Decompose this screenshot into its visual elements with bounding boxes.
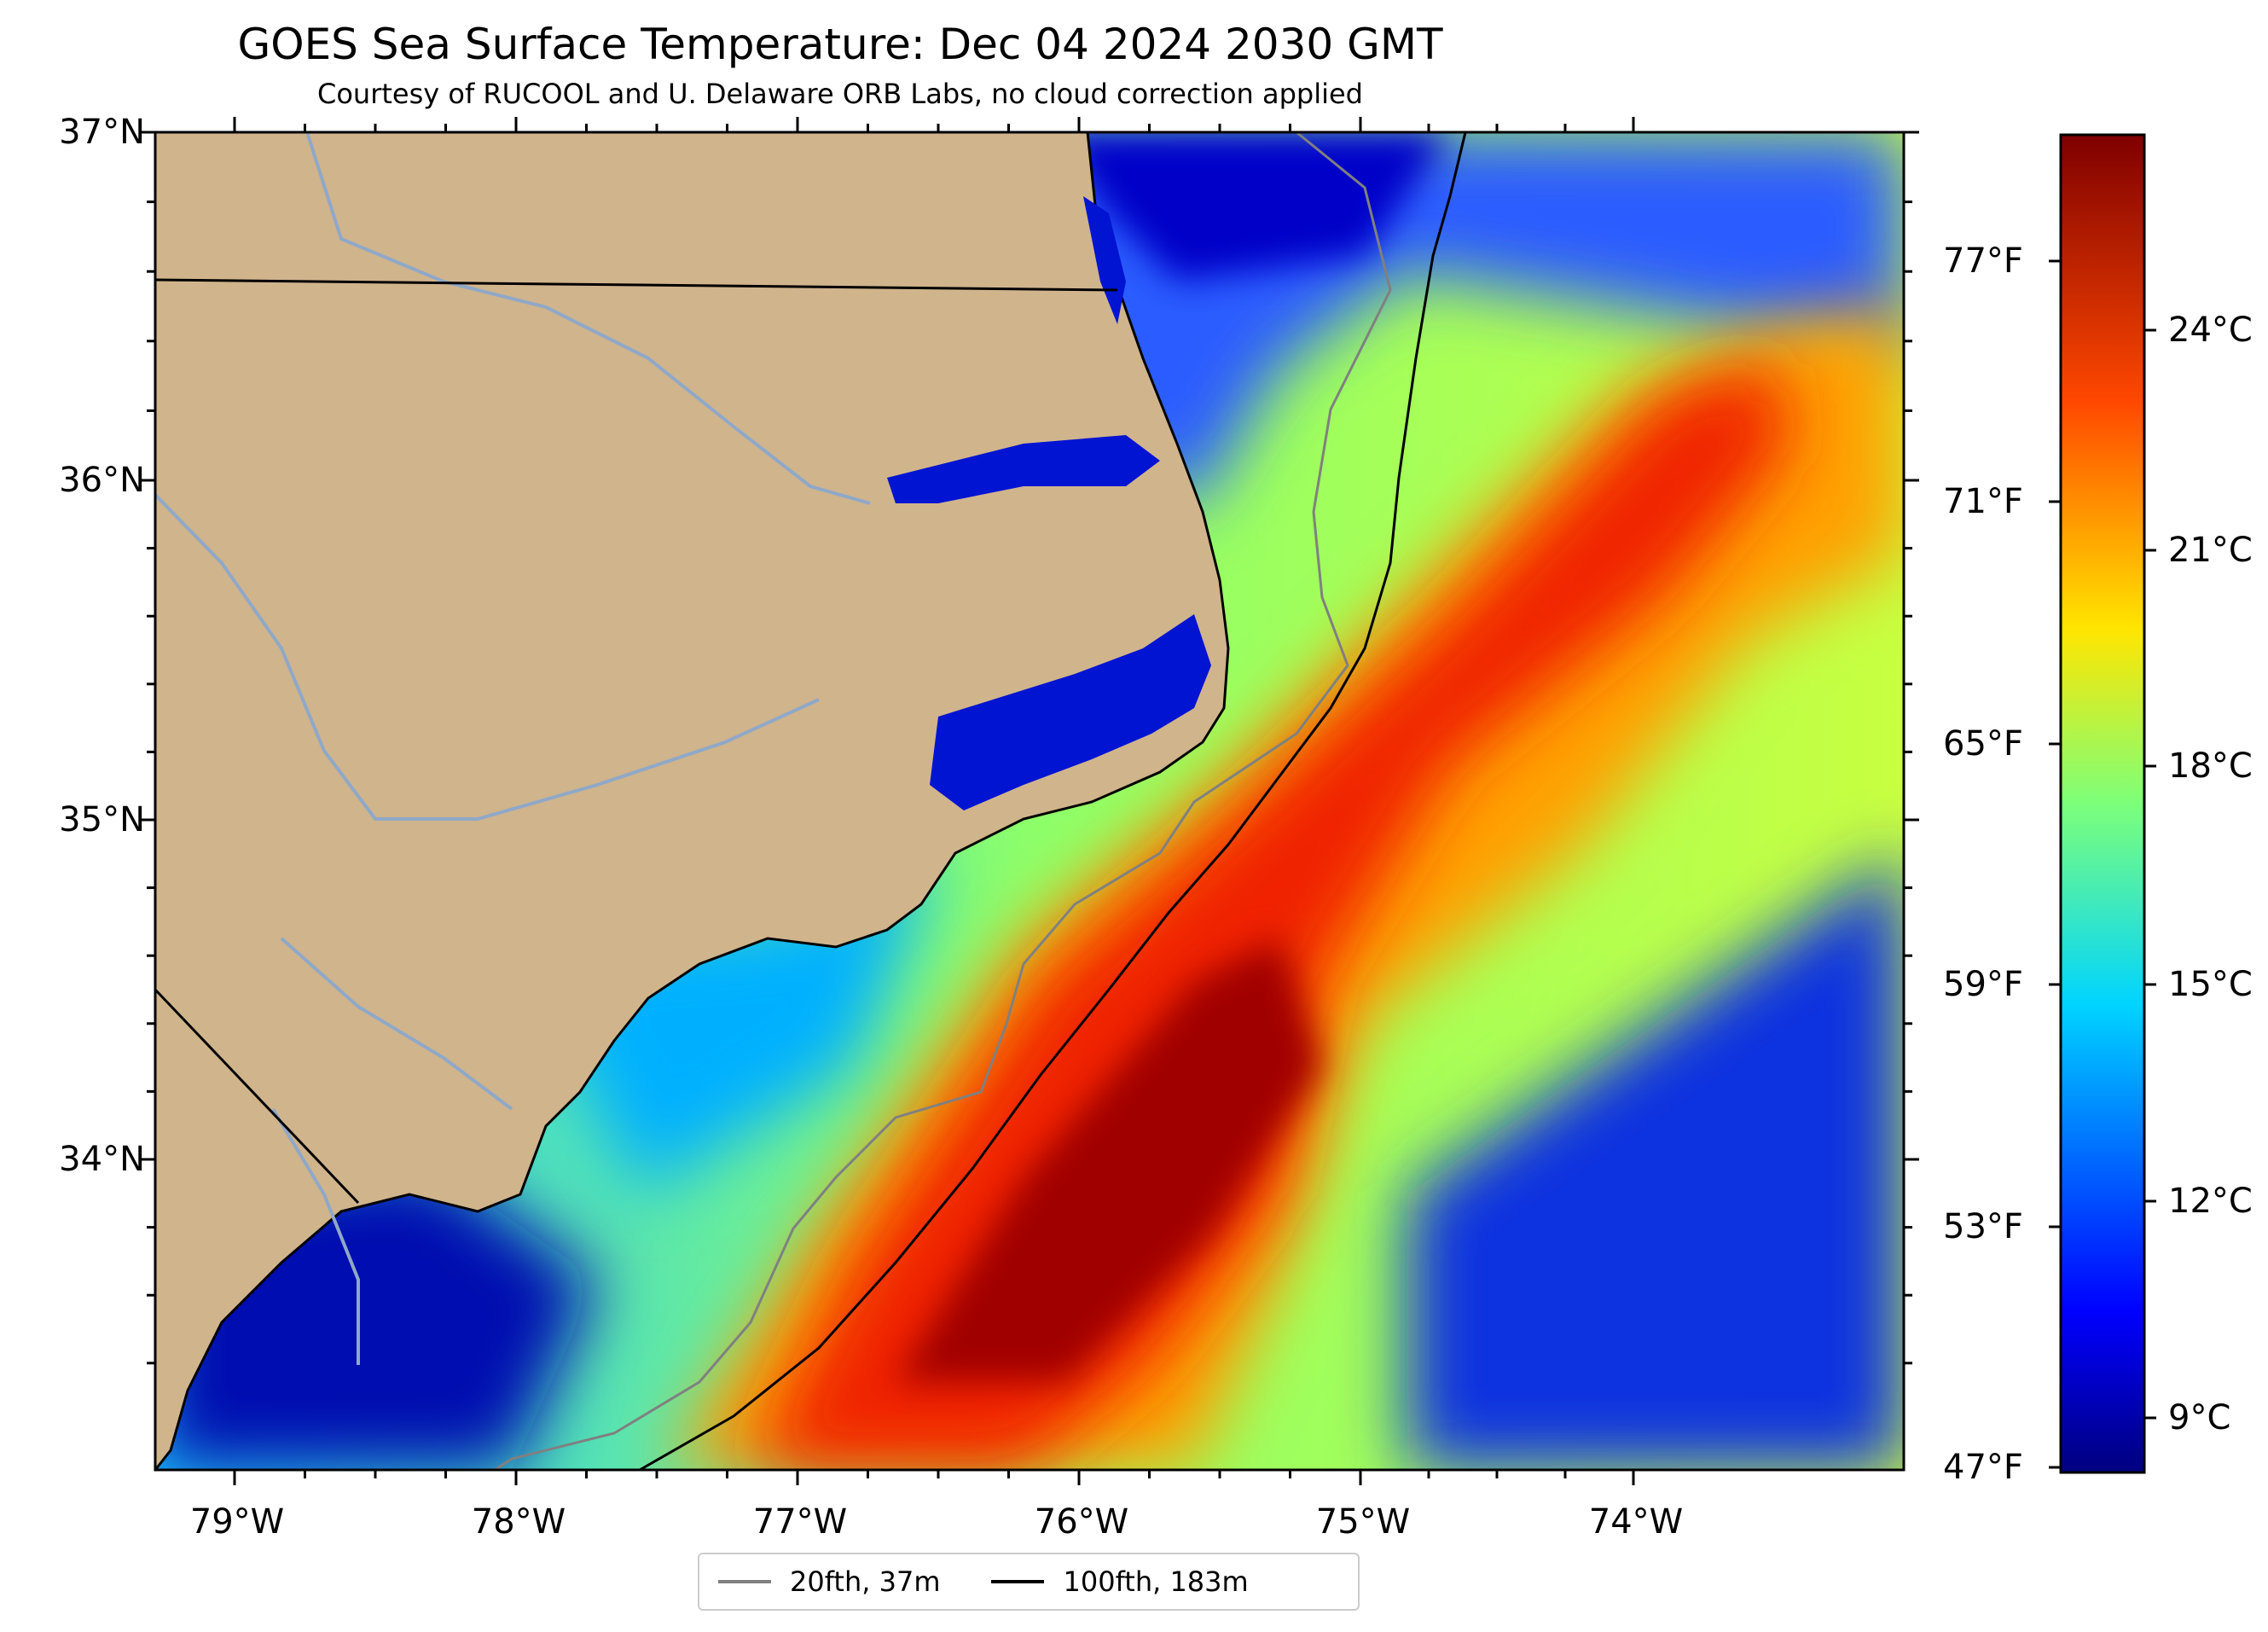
lon-label-77w: 77°W [752,1502,848,1542]
gulf-stream-hot-spot [896,938,1322,1382]
river-neuse [280,937,513,1111]
fahrenheit-label-77: 77°F [1943,241,2023,281]
lon-label-74w: 74°W [1588,1502,1684,1542]
celsius-label-9: 9°C [2168,1398,2231,1437]
celsius-label-12: 12°C [2168,1182,2253,1221]
axis-ticks [140,117,1919,1485]
river-roanoke [305,132,871,505]
lat-label-35n: 35°N [59,800,145,839]
fahrenheit-label-47: 47°F [1943,1448,2023,1487]
pamlico-sound [930,614,1211,810]
legend-swatch-20fth [718,1580,771,1583]
map-frame [154,131,1905,1472]
fahrenheit-label-59: 59°F [1943,965,2023,1004]
albemarle-sound [887,435,1160,503]
map-title: GOES Sea Surface Temperature: Dec 04 202… [237,20,1443,69]
fahrenheit-label-53: 53°F [1943,1207,2023,1246]
legend: 20fth, 37m 100fth, 183m [698,1553,1360,1611]
legend-swatch-100fth [991,1580,1045,1583]
celsius-label-24: 24°C [2168,311,2253,350]
lat-label-36n: 36°N [59,461,145,500]
celsius-label-15: 15°C [2168,965,2253,1004]
cold-shelf-water [1049,132,1450,282]
colorbar [2059,133,2146,1474]
currituck-sound [1083,196,1126,324]
lon-label-79w: 79°W [189,1502,285,1542]
map-subtitle: Courtesy of RUCOOL and U. Delaware ORB L… [317,78,1363,110]
cold-southeast-water [1407,853,1904,1470]
legend-label-100fth: 100fth, 183m [1063,1565,1249,1598]
legend-item-100fth: 100fth, 183m [991,1565,1249,1598]
lat-label-37n: 37°N [59,113,145,152]
border-nc-sc [155,988,360,1205]
lon-label-78w: 78°W [471,1502,566,1542]
celsius-label-18: 18°C [2168,746,2253,786]
isobath-20fth [494,132,1392,1470]
river-cape-fear [271,1107,360,1365]
isobath-100fth [639,132,1467,1470]
river-tar [155,493,820,821]
lon-label-76w: 76°W [1034,1502,1129,1542]
border-nc-va [155,278,1118,292]
colorbar-ticks [2049,259,2156,1469]
fahrenheit-label-65: 65°F [1943,724,2023,764]
gulf-stream-core [751,358,1791,1470]
lon-label-75w: 75°W [1315,1502,1411,1542]
celsius-label-21: 21°C [2168,531,2253,570]
fahrenheit-label-71: 71°F [1943,482,2023,521]
legend-item-20fth: 20fth, 37m [718,1565,940,1598]
legend-label-20fth: 20fth, 37m [790,1565,941,1598]
lat-label-34n: 34°N [59,1140,145,1179]
